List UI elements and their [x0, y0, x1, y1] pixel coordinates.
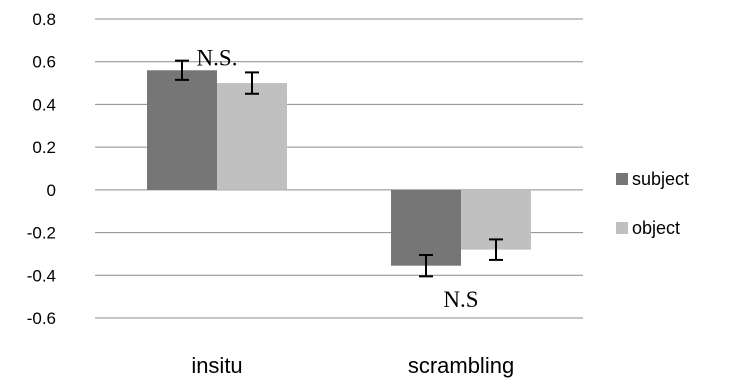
annotations: N.S. N.S: [197, 45, 479, 311]
legend-label-subject: subject: [632, 169, 689, 189]
bar-subject-scrambling: [391, 189, 461, 266]
bar-subject-insitu: [147, 70, 217, 190]
y-tick-label: -0.4: [27, 266, 56, 285]
x-category-label: scrambling: [408, 353, 514, 378]
y-axis-tick-labels: 0.8 0.6 0.4 0.2 0 -0.2 -0.4 -0.6: [27, 10, 56, 328]
bar-object-insitu: [217, 83, 287, 190]
y-tick-label: -0.6: [27, 309, 56, 328]
y-tick-label: 0.2: [32, 138, 56, 157]
legend-label-object: object: [632, 218, 680, 238]
significance-annotation: N.S: [443, 287, 478, 312]
y-tick-label: 0.8: [32, 10, 56, 29]
y-tick-label: 0: [47, 181, 56, 200]
legend-swatch-object: [616, 222, 628, 234]
legend-swatch-subject: [616, 173, 628, 185]
bars: [147, 70, 531, 266]
y-tick-label: 0.4: [32, 95, 56, 114]
error-bars: [175, 59, 503, 278]
legend: subject object: [616, 169, 689, 238]
y-tick-label: 0.6: [32, 53, 56, 72]
y-tick-label: -0.2: [27, 224, 56, 243]
x-axis-category-labels: insitu scrambling: [191, 353, 514, 378]
x-category-label: insitu: [191, 353, 242, 378]
significance-annotation: N.S.: [197, 45, 238, 70]
